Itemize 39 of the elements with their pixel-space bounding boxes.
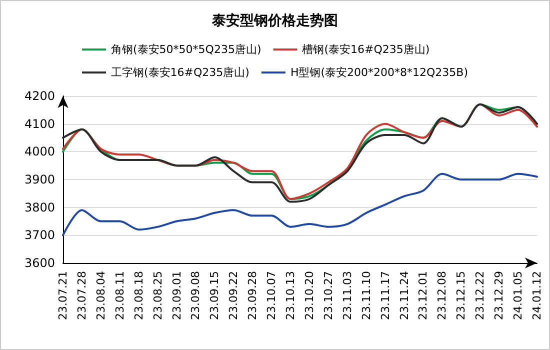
- x-tick-label: 23.11.17: [378, 271, 392, 320]
- x-tick-label: 23.08.04: [94, 271, 108, 320]
- x-tick-label: 23.10.07: [265, 271, 278, 320]
- x-tick-label: 23.08.18: [132, 271, 146, 320]
- x-tick-label: 23.12.08: [436, 271, 449, 320]
- x-tick-label: 23.09.01: [170, 271, 184, 320]
- y-tick-label: 4200: [24, 89, 55, 103]
- x-tick-label: 23.10.20: [302, 271, 316, 320]
- y-tick-label: 4000: [24, 144, 55, 159]
- y-tick-label: 3800: [24, 200, 55, 214]
- line-series: [62, 172, 538, 236]
- y-tick-label: 4100: [24, 116, 55, 131]
- legend-label: H型钢(泰安200*200*8*12Q235B): [290, 66, 468, 79]
- x-tick-label: 23.09.15: [208, 271, 222, 320]
- x-tick-label: 23.11.03: [340, 271, 354, 320]
- x-tick-label: 23.09.28: [246, 271, 260, 320]
- x-tick-label: 24.01.12: [530, 271, 544, 320]
- legend-label: 角钢(泰安50*50*5Q235唐山): [111, 43, 262, 56]
- x-tick-label: 23.10.13: [284, 271, 298, 320]
- x-tick-label: 23.10.27: [322, 271, 335, 320]
- x-tick-label: 23.12.29: [492, 271, 506, 320]
- x-tick-label: 23.12.22: [474, 271, 487, 320]
- x-tick-label: 23.09.22: [227, 271, 240, 320]
- x-tick-label: 23.08.25: [151, 271, 164, 320]
- legend-label: 槽钢(泰安16#Q235唐山): [302, 43, 430, 56]
- y-tick-label: 3700: [24, 228, 55, 242]
- x-tick-label: 23.08.11: [113, 271, 126, 320]
- x-tick-label: 23.11.24: [398, 271, 411, 320]
- y-tick-label: 3900: [24, 172, 55, 186]
- x-tick-label: 23.11.10: [360, 271, 373, 320]
- x-tick-label: 23.09.08: [189, 271, 202, 320]
- legend-label: 工字钢(泰安16#Q235唐山): [111, 66, 250, 79]
- x-tick-label: 24.01.05: [512, 271, 525, 320]
- x-tick-label: 23.12.01: [416, 271, 430, 320]
- x-tick-label: 23.12.15: [454, 271, 468, 320]
- x-tick-label: 23.07.21: [56, 271, 70, 320]
- chart-title: 泰安型钢价格走势图: [211, 12, 338, 29]
- x-tick-label: 23.07.28: [75, 271, 88, 320]
- y-tick-label: 3600: [24, 256, 55, 270]
